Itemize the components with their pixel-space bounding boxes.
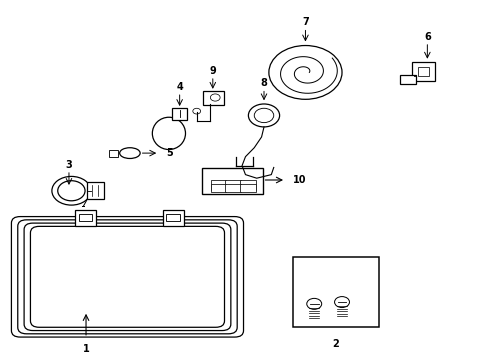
Text: 4: 4 <box>176 82 183 93</box>
Text: 7: 7 <box>302 17 308 27</box>
FancyBboxPatch shape <box>399 75 415 84</box>
Circle shape <box>268 45 341 99</box>
Circle shape <box>58 181 85 201</box>
FancyBboxPatch shape <box>87 182 104 199</box>
FancyBboxPatch shape <box>171 108 187 120</box>
Text: 9: 9 <box>209 66 216 76</box>
FancyBboxPatch shape <box>166 214 180 221</box>
FancyBboxPatch shape <box>240 184 255 192</box>
FancyBboxPatch shape <box>203 91 223 105</box>
Circle shape <box>192 108 200 114</box>
Circle shape <box>334 297 349 307</box>
FancyBboxPatch shape <box>240 180 255 190</box>
FancyBboxPatch shape <box>210 180 226 190</box>
Circle shape <box>254 108 273 123</box>
Text: 6: 6 <box>423 32 430 41</box>
Bar <box>293 257 378 327</box>
Circle shape <box>52 176 91 205</box>
FancyBboxPatch shape <box>75 211 96 226</box>
FancyBboxPatch shape <box>411 62 434 81</box>
FancyBboxPatch shape <box>163 211 183 226</box>
FancyBboxPatch shape <box>201 168 263 194</box>
Circle shape <box>210 94 220 101</box>
Ellipse shape <box>120 148 140 158</box>
Circle shape <box>248 104 279 127</box>
Text: 1: 1 <box>82 344 89 354</box>
FancyBboxPatch shape <box>225 180 241 190</box>
Text: 10: 10 <box>293 175 306 185</box>
Circle shape <box>306 298 321 309</box>
Text: 5: 5 <box>166 148 173 158</box>
FancyBboxPatch shape <box>109 149 118 157</box>
FancyBboxPatch shape <box>225 184 241 192</box>
Text: 2: 2 <box>332 338 338 348</box>
FancyBboxPatch shape <box>417 67 428 76</box>
Text: 3: 3 <box>65 160 72 170</box>
FancyBboxPatch shape <box>79 214 92 221</box>
Text: 8: 8 <box>260 78 267 88</box>
FancyBboxPatch shape <box>210 184 226 192</box>
Ellipse shape <box>152 117 185 149</box>
